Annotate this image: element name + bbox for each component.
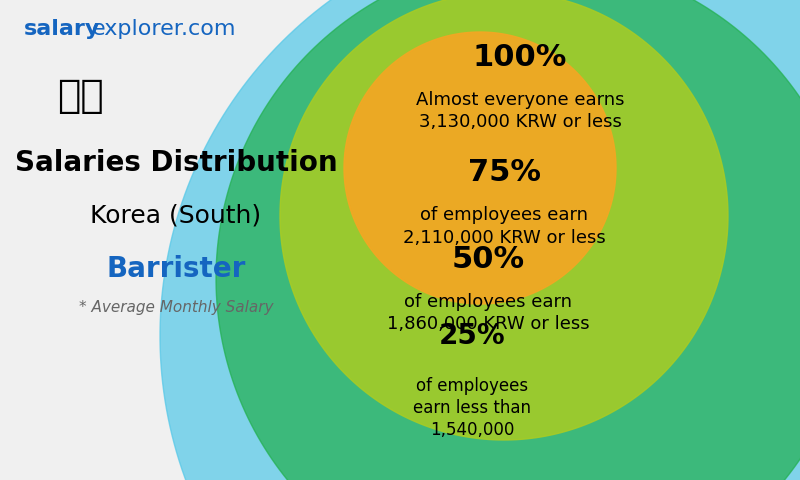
Text: Almost everyone earns
3,130,000 KRW or less: Almost everyone earns 3,130,000 KRW or l…: [416, 91, 624, 132]
Text: of employees earn
1,860,000 KRW or less: of employees earn 1,860,000 KRW or less: [386, 293, 590, 333]
Text: * Average Monthly Salary: * Average Monthly Salary: [78, 300, 274, 315]
Text: 75%: 75%: [467, 158, 541, 187]
Polygon shape: [344, 32, 616, 304]
Polygon shape: [160, 0, 800, 480]
Polygon shape: [280, 0, 728, 440]
Text: Barrister: Barrister: [106, 255, 246, 283]
Text: 25%: 25%: [438, 322, 506, 350]
Text: 100%: 100%: [473, 43, 567, 72]
Text: Salaries Distribution: Salaries Distribution: [14, 149, 338, 177]
Text: of employees
earn less than
1,540,000: of employees earn less than 1,540,000: [413, 377, 531, 439]
Polygon shape: [216, 0, 800, 480]
Text: salary: salary: [24, 19, 100, 39]
Text: Korea (South): Korea (South): [90, 204, 262, 228]
Text: of employees earn
2,110,000 KRW or less: of employees earn 2,110,000 KRW or less: [402, 206, 606, 247]
Text: explorer.com: explorer.com: [92, 19, 237, 39]
Text: 🇰🇷: 🇰🇷: [57, 77, 103, 115]
Text: 50%: 50%: [451, 245, 525, 274]
